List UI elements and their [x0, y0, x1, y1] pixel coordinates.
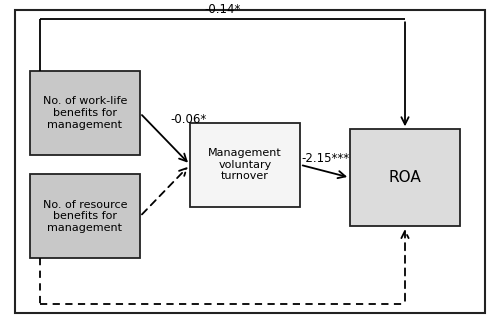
Text: No. of work-life
benefits for
management: No. of work-life benefits for management — [43, 97, 127, 130]
FancyBboxPatch shape — [30, 71, 140, 155]
Text: -0.14*: -0.14* — [204, 3, 240, 16]
FancyBboxPatch shape — [190, 123, 300, 207]
Text: -2.15***: -2.15*** — [301, 152, 349, 165]
Text: ROA: ROA — [388, 170, 422, 185]
Text: -0.06*: -0.06* — [170, 113, 206, 126]
Text: Management
voluntary
turnover: Management voluntary turnover — [208, 148, 282, 181]
FancyBboxPatch shape — [30, 174, 140, 258]
FancyBboxPatch shape — [350, 129, 460, 226]
Text: No. of resource
benefits for
management: No. of resource benefits for management — [42, 200, 127, 233]
